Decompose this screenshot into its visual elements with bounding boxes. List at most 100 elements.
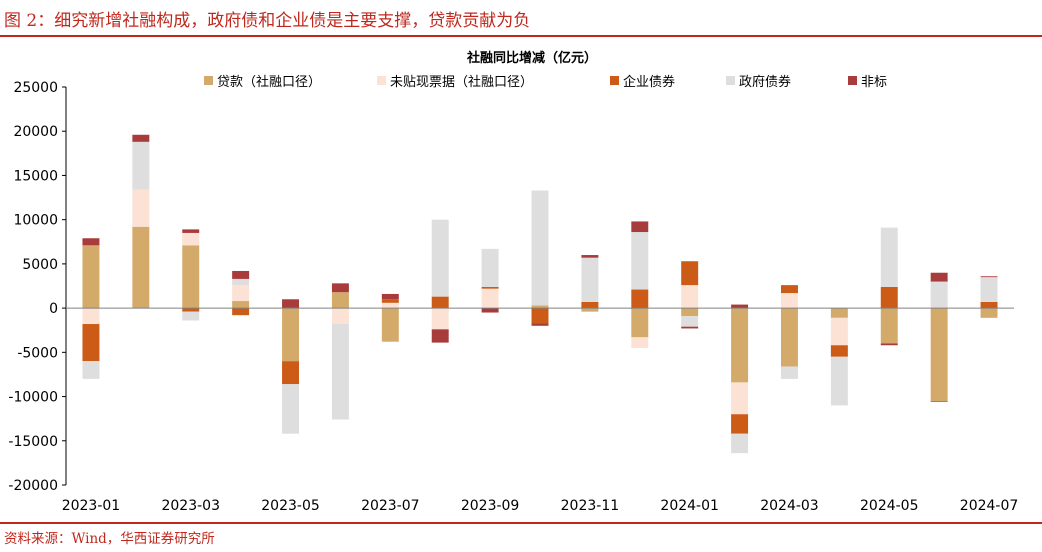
bar-non_standard-2023-06 (331, 283, 349, 293)
source-divider (0, 522, 1042, 524)
bar-loans-2024-04 (830, 308, 848, 318)
bar-corporate_bonds-2023-03 (182, 308, 200, 312)
bar-loans-2024-05 (880, 308, 898, 344)
y-tick-label: 20000 (13, 124, 58, 140)
bar-bills-2024-03 (780, 293, 798, 309)
bar-bills-2024-02 (731, 382, 749, 415)
bar-corporate_bonds-2024-03 (780, 285, 798, 294)
bar-government_bonds-2023-01 (82, 361, 100, 379)
legend-item-loans: 贷款（社融口径） (204, 74, 321, 90)
bar-bills-2023-02 (132, 189, 150, 227)
bar-non_standard-2023-02 (132, 134, 150, 142)
legend-swatch (726, 76, 735, 85)
bar-corporate_bonds-2023-11 (581, 301, 599, 309)
legend-label: 未贴现票据（社融口径） (390, 74, 533, 90)
x-tick-label: 2024-05 (860, 498, 919, 514)
bar-non_standard-2024-07 (980, 276, 998, 278)
bar-corporate_bonds-2023-09 (481, 286, 499, 289)
legend-label: 非标 (861, 75, 887, 90)
bar-government_bonds-2024-06 (930, 281, 948, 309)
bar-non_standard-2023-10 (531, 323, 549, 326)
bar-loans-2024-07 (980, 308, 998, 318)
x-axis: 2023-01 2023-03 2023-05 2023-07 2023-09 2023-… (62, 307, 1019, 514)
bar-loans-2024-06 (930, 308, 948, 401)
bar-bills-2023-09 (481, 288, 499, 309)
bar-corporate_bonds-2023-07 (381, 299, 399, 303)
legend-label: 贷款（社融口径） (217, 74, 321, 90)
y-tick-label: 10000 (13, 213, 58, 229)
bar-non_standard-2023-07 (381, 293, 399, 300)
bar-government_bonds-2023-05 (282, 384, 300, 434)
legend-swatch (610, 76, 619, 85)
bar-corporate_bonds-2023-08 (431, 296, 449, 309)
legend-swatch (848, 76, 857, 85)
bar-non_standard-2023-03 (182, 229, 200, 233)
bar-loans-2024-03 (780, 308, 798, 367)
legend-item-bills: 未贴现票据（社融口径） (377, 74, 533, 90)
bar-government_bonds-2023-12 (631, 232, 649, 290)
bar-corporate_bonds-2023-04 (232, 308, 250, 316)
figure-title: 图 2：细究新增社融构成，政府债和企业债是主要支撑，贷款贡献为负 (4, 11, 531, 31)
y-tick-label: 0 (49, 301, 58, 317)
source-note: 资料来源：Wind，华西证券研究所 (4, 531, 215, 547)
bar-corporate_bonds-2023-01 (82, 324, 100, 362)
bar-loans-2023-10 (531, 305, 549, 309)
bar-corporate_bonds-2024-01 (681, 261, 699, 286)
bar-non_standard-2023-01 (82, 238, 100, 246)
bar-bills-2024-04 (830, 317, 848, 346)
bar-non_standard-2024-02 (731, 304, 749, 309)
x-tick-label: 2023-07 (361, 498, 420, 514)
bar-government_bonds-2023-08 (431, 219, 449, 297)
chart-legend: 贷款（社融口径） 未贴现票据（社融口径） 企业债券 政府债券 非标 (204, 74, 887, 90)
x-tick-label: 2023-03 (161, 498, 220, 514)
x-tick-label: 2023-09 (461, 498, 520, 514)
bar-loans-2024-02 (731, 308, 749, 383)
bar-non_standard-2024-05 (880, 343, 898, 346)
bar-bills-2023-07 (381, 302, 399, 309)
bar-corporate_bonds-2024-04 (830, 345, 848, 357)
bar-corporate_bonds-2023-05 (282, 361, 300, 385)
bar-non_standard-2023-08 (431, 329, 449, 343)
bar-loans-2023-07 (381, 308, 399, 342)
legend-item-corporate_bonds: 企业债券 (610, 74, 675, 90)
bar-government_bonds-2023-09 (481, 248, 499, 287)
bar-government_bonds-2023-10 (531, 190, 549, 306)
bar-loans-2023-12 (631, 308, 649, 338)
chart-title: 社融同比增减（亿元） (466, 50, 597, 66)
y-tick-label: 25000 (13, 80, 58, 96)
bar-loans-2023-05 (282, 308, 300, 362)
bar-government_bonds-2024-05 (880, 227, 898, 287)
bar-bills-2023-08 (431, 308, 449, 330)
bar-loans-2024-01 (681, 308, 699, 317)
bar-non_standard-2024-01 (681, 326, 699, 329)
bar-loans-2023-03 (182, 245, 200, 309)
bar-corporate_bonds-2023-10 (531, 308, 549, 324)
x-tick-label: 2024-03 (760, 498, 819, 514)
bar-bills-2023-04 (232, 285, 250, 302)
bar-government_bonds-2023-06 (331, 324, 349, 420)
x-tick-label: 2023-05 (261, 498, 320, 514)
title-divider (0, 35, 1042, 37)
legend-swatch (204, 76, 213, 85)
bar-non_standard-2023-11 (581, 255, 599, 258)
bar-corporate_bonds-2024-02 (731, 414, 749, 434)
bar-loans-2023-02 (132, 226, 150, 309)
y-tick-label: -15000 (8, 434, 58, 450)
bars (82, 134, 998, 454)
y-tick-label: -10000 (8, 390, 58, 406)
bar-government_bonds-2024-02 (731, 433, 749, 454)
bar-government_bonds-2023-04 (232, 278, 250, 286)
legend-item-government_bonds: 政府债券 (726, 74, 791, 90)
legend-label: 企业债券 (623, 74, 675, 90)
bar-bills-2023-12 (631, 337, 649, 348)
y-tick-label: 5000 (22, 257, 58, 273)
bar-non_standard-2023-09 (481, 308, 499, 313)
bar-non_standard-2023-12 (631, 221, 649, 233)
bar-government_bonds-2023-02 (132, 141, 150, 190)
bar-loans-2023-01 (82, 245, 100, 309)
y-tick-label: -20000 (8, 478, 58, 494)
bar-non_standard-2023-05 (282, 299, 300, 309)
legend-swatch (377, 76, 386, 85)
x-tick-label: 2024-07 (960, 498, 1019, 514)
